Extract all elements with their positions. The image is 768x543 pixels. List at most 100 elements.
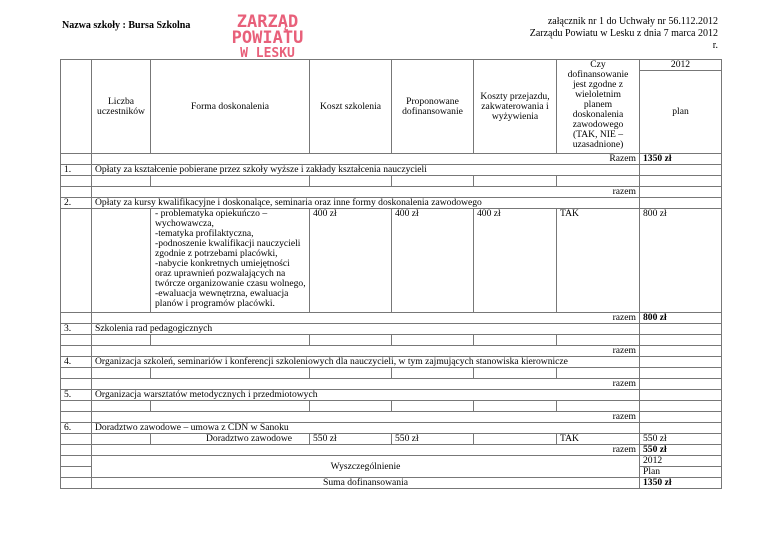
empty-cell: [391, 334, 474, 346]
compliance-cell: TAK: [556, 433, 640, 445]
empty-cell: [60, 378, 92, 390]
summary-row: Wyszczególnienie 2012: [60, 455, 722, 478]
summary-year: 2012: [639, 455, 722, 467]
sum-label: Suma dofinansowania: [91, 477, 640, 489]
section-row: 4. Organizacja szkoleń, seminariów i konf…: [60, 356, 722, 368]
razem-row: razem: [60, 186, 722, 198]
attachment-line2: Zarządu Powiatu w Lesku z dnia 7 marca 2…: [529, 28, 718, 51]
participants-cell: [91, 334, 151, 346]
section-total: [639, 186, 722, 198]
empty-cell: [60, 186, 92, 198]
section-number: 4.: [60, 356, 92, 368]
empty-cell: [556, 400, 640, 412]
total-value: 1350 zł: [639, 153, 722, 165]
empty-cell: [60, 312, 92, 324]
section-total: 550 zł: [639, 444, 722, 456]
compliance-cell: TAK: [556, 208, 640, 313]
empty-cell: [309, 400, 392, 412]
empty-cell: [473, 175, 557, 187]
empty-cell: [391, 400, 474, 412]
stamp-logo: ZARZĄD POWIATU W LESKU: [200, 14, 335, 62]
section-title: Organizacja szkoleń, seminariów i konfer…: [91, 356, 640, 368]
proposed-cell: 400 zł: [391, 208, 474, 313]
empty-cell: [60, 444, 92, 456]
empty-cell: [556, 367, 640, 379]
proposed-cell: 550 zł: [391, 433, 474, 445]
plan-cell: 800 zł: [639, 208, 722, 313]
item-row: [60, 367, 722, 379]
section-total: [639, 378, 722, 390]
empty-cell: [60, 208, 92, 313]
col-proposed: Proponowane dofinansowanie: [391, 59, 474, 154]
empty-cell: [639, 367, 722, 379]
funding-table: Liczba uczestników Forma doskonalenia Ko…: [60, 59, 722, 489]
participants-cell: [91, 208, 151, 313]
section-plan-cell: [639, 389, 722, 401]
razem-row: razem 550 zł: [60, 444, 722, 456]
empty-cell: [60, 367, 92, 379]
razem-label: razem: [91, 345, 640, 357]
summary-label: Wyszczególnienie: [91, 455, 640, 478]
col-year: 2012: [639, 59, 722, 71]
razem-label: razem: [91, 186, 640, 198]
stamp-line2: W LESKU: [240, 46, 295, 61]
sum-row: Suma dofinansowania 1350 zł: [60, 477, 722, 489]
empty-cell: [556, 175, 640, 187]
attachment-line1: załącznik nr 1 do Uchwały nr 56.112.2012: [547, 16, 718, 27]
col-compliance: Czy dofinansowanie jest zgodne z wielole…: [556, 59, 640, 154]
empty-cell: [391, 367, 474, 379]
empty-cell: [639, 400, 722, 412]
section-total: [639, 345, 722, 357]
section-title: Opłaty za kursy kwalifikacyjne i doskona…: [91, 197, 640, 209]
empty-cell: [60, 411, 92, 423]
razem-label: razem: [91, 444, 640, 456]
header-row: Liczba uczestników Forma doskonalenia Ko…: [60, 59, 722, 154]
section-number: 3.: [60, 323, 92, 335]
section-title: Organizacja warsztatów metodycznych i pr…: [91, 389, 640, 401]
empty-cell: [556, 334, 640, 346]
empty-cell: [60, 455, 92, 467]
empty-cell: [60, 334, 92, 346]
col-participants: Liczba uczestników: [91, 59, 151, 154]
section-row: 3. Szkolenia rad pedagogicznych: [60, 323, 722, 335]
razem-label: razem: [91, 312, 640, 324]
col-travel: Koszty przejazdu, zakwaterowania i wyżyw…: [473, 59, 557, 154]
section-row: 6. Doradztwo zawodowe – umowa z CDN w San…: [60, 422, 722, 434]
empty-cell: [473, 334, 557, 346]
section-plan-cell: [639, 197, 722, 209]
section-row: 5. Organizacja warsztatów metodycznych i …: [60, 389, 722, 401]
item-row: - problematyka opiekuńczo – wychowawcza,…: [60, 208, 722, 313]
school-name: Nazwa szkoły : Bursa Szkolna: [62, 20, 191, 31]
cost-cell: 400 zł: [309, 208, 392, 313]
total-row: Razem 1350 zł: [60, 153, 722, 165]
participants-cell: [91, 400, 151, 412]
empty-cell: [391, 175, 474, 187]
stamp-line1: ZARZĄD POWIATU: [231, 12, 304, 48]
form-cell: - problematyka opiekuńczo – wychowawcza,…: [150, 208, 310, 313]
section-number: 6.: [60, 422, 92, 434]
travel-cell: [473, 433, 557, 445]
total-label: Razem: [91, 153, 640, 165]
section-total: 800 zł: [639, 312, 722, 324]
col-plan: plan: [639, 70, 722, 154]
empty-cell: [639, 175, 722, 187]
empty-cell: [60, 477, 92, 489]
razem-label: razem: [91, 378, 640, 390]
section-plan-cell: [639, 323, 722, 335]
section-title: Szkolenia rad pedagogicznych: [91, 323, 640, 335]
item-row: [60, 175, 722, 187]
razem-row: razem 800 zł: [60, 312, 722, 324]
empty-cell: [60, 433, 92, 445]
section-plan-cell: [639, 356, 722, 368]
section-row: 1. Opłaty za kształcenie pobierane przez …: [60, 164, 722, 176]
empty-cell: [639, 334, 722, 346]
empty-cell: [150, 334, 310, 346]
col-form: Forma doskonalenia: [150, 59, 310, 154]
participants-cell: [91, 175, 151, 187]
empty-cell: [473, 400, 557, 412]
empty-cell: [150, 367, 310, 379]
razem-row: razem: [60, 411, 722, 423]
empty-cell: [60, 466, 92, 478]
item-row: Doradztwo zawodowe 550 zł 550 zł TAK 550 zł: [60, 433, 722, 445]
empty-cell: [309, 367, 392, 379]
